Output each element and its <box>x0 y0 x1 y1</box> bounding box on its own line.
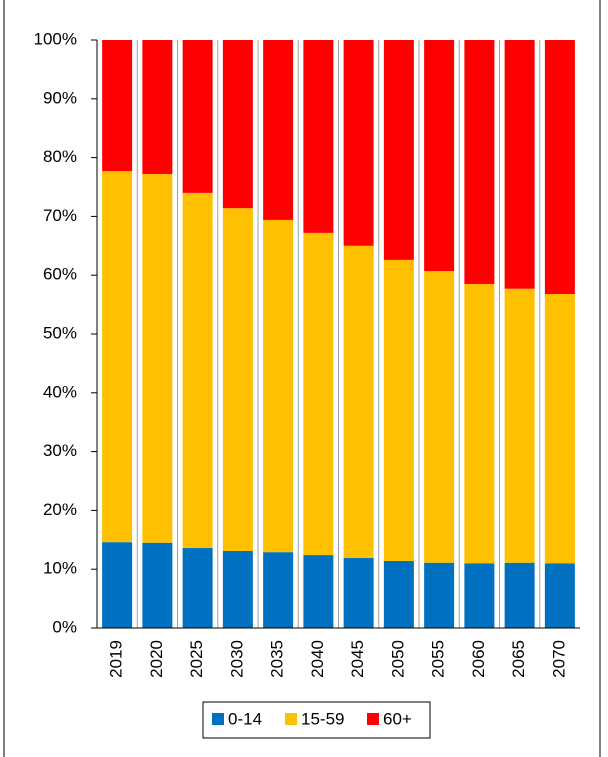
legend-box <box>202 701 431 739</box>
legend-swatch <box>367 713 379 725</box>
x-tick-label: 2035 <box>268 640 287 678</box>
bar-segment <box>303 555 334 628</box>
bar-segment <box>263 219 294 553</box>
bar-segment <box>102 40 133 172</box>
x-tick-label: 2019 <box>107 640 126 678</box>
bar-segment <box>504 40 535 289</box>
bar-segment <box>263 40 294 220</box>
y-tick-label: 80% <box>43 147 77 166</box>
y-tick-label: 90% <box>43 88 77 107</box>
y-tick-label: 40% <box>43 382 77 401</box>
bar-segment <box>544 563 575 628</box>
x-tick-label: 2070 <box>549 640 568 678</box>
bar-segment <box>263 552 294 628</box>
legend-label: 15-59 <box>301 709 344 728</box>
x-tick-label: 2020 <box>147 640 166 678</box>
bar-segment <box>303 232 334 556</box>
bar-segment <box>343 245 374 559</box>
y-tick-label: 50% <box>43 323 77 342</box>
legend-label: 60+ <box>383 709 412 728</box>
x-tick-label: 2045 <box>348 640 367 678</box>
legend-swatch <box>285 713 297 725</box>
bar-segment <box>182 192 213 549</box>
bar-segment <box>544 40 575 295</box>
bar-segment <box>102 171 133 543</box>
bar-segment <box>464 563 495 628</box>
y-tick-label: 100% <box>34 29 77 48</box>
x-tick-label: 2025 <box>187 640 206 678</box>
y-tick-label: 30% <box>43 441 77 460</box>
bar-segment <box>544 294 575 564</box>
bar-segment <box>182 548 213 628</box>
legend-label: 0-14 <box>228 709 262 728</box>
bar-segment <box>222 208 253 551</box>
bar-segment <box>424 271 455 563</box>
bar-segment <box>383 40 414 260</box>
bar-segment <box>383 560 414 628</box>
bar-segment <box>343 558 374 628</box>
bar-segment <box>222 550 253 628</box>
bar-segment <box>343 40 374 246</box>
chart-border <box>3 0 601 757</box>
bar-segment <box>182 40 213 193</box>
x-tick-label: 2055 <box>429 640 448 678</box>
x-tick-label: 2030 <box>227 640 246 678</box>
y-tick-label: 70% <box>43 206 77 225</box>
y-tick-label: 60% <box>43 265 77 284</box>
bar-segment <box>222 40 253 209</box>
bar-segment <box>383 259 414 561</box>
bar-segment <box>102 542 133 628</box>
bar-segment <box>464 284 495 564</box>
bar-segment <box>464 40 495 285</box>
bar-segment <box>504 288 535 563</box>
bar-segment <box>424 562 455 628</box>
x-tick-label: 2060 <box>469 640 488 678</box>
y-tick-label: 20% <box>43 500 77 519</box>
bar-segment <box>424 40 455 272</box>
bar-segment <box>504 562 535 628</box>
x-tick-label: 2065 <box>509 640 528 678</box>
legend-swatch <box>212 713 224 725</box>
y-tick-label: 10% <box>43 559 77 578</box>
y-tick-label: 0% <box>52 617 77 636</box>
bar-segment <box>142 174 173 543</box>
x-tick-label: 2040 <box>308 640 327 678</box>
bar-segment <box>303 40 334 233</box>
x-tick-label: 2050 <box>388 640 407 678</box>
bar-segment <box>142 40 173 175</box>
bar-segment <box>142 542 173 628</box>
